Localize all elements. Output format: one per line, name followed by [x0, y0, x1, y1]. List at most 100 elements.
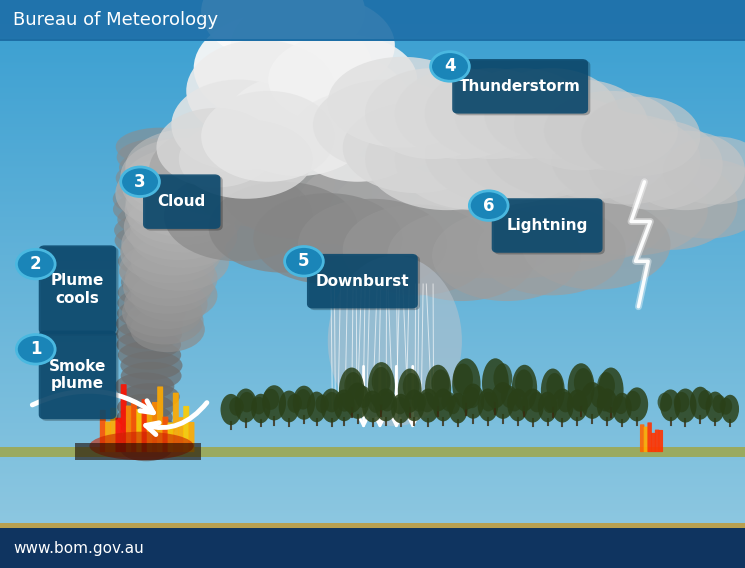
Ellipse shape	[117, 394, 174, 420]
FancyBboxPatch shape	[0, 40, 745, 41]
Ellipse shape	[117, 298, 186, 329]
Ellipse shape	[125, 128, 256, 207]
Ellipse shape	[464, 387, 480, 408]
Ellipse shape	[658, 392, 672, 412]
Ellipse shape	[201, 0, 365, 62]
Ellipse shape	[116, 319, 182, 349]
Ellipse shape	[116, 330, 181, 360]
Text: Downburst: Downburst	[316, 274, 409, 289]
Ellipse shape	[288, 394, 302, 413]
Ellipse shape	[546, 373, 563, 399]
Ellipse shape	[431, 369, 450, 398]
FancyBboxPatch shape	[39, 331, 116, 419]
Ellipse shape	[115, 128, 204, 166]
Ellipse shape	[121, 362, 182, 390]
Ellipse shape	[484, 97, 648, 199]
FancyBboxPatch shape	[168, 423, 174, 452]
Ellipse shape	[425, 68, 559, 159]
Ellipse shape	[522, 108, 670, 199]
Ellipse shape	[328, 57, 477, 148]
FancyBboxPatch shape	[492, 198, 603, 253]
Ellipse shape	[522, 389, 544, 423]
FancyBboxPatch shape	[307, 254, 418, 308]
Ellipse shape	[391, 394, 410, 423]
FancyBboxPatch shape	[162, 416, 168, 452]
FancyBboxPatch shape	[454, 61, 590, 115]
FancyBboxPatch shape	[0, 523, 745, 528]
Text: 3: 3	[134, 173, 146, 191]
Ellipse shape	[149, 125, 298, 216]
Ellipse shape	[179, 119, 313, 199]
FancyBboxPatch shape	[0, 39, 745, 40]
Ellipse shape	[252, 396, 266, 415]
Ellipse shape	[393, 396, 407, 415]
Ellipse shape	[224, 74, 372, 176]
Ellipse shape	[452, 358, 481, 410]
Circle shape	[121, 167, 159, 197]
Ellipse shape	[538, 391, 557, 422]
FancyBboxPatch shape	[0, 39, 745, 40]
FancyBboxPatch shape	[0, 39, 745, 40]
Ellipse shape	[115, 157, 238, 229]
Ellipse shape	[477, 170, 641, 273]
Text: 5: 5	[298, 252, 310, 270]
Ellipse shape	[454, 97, 618, 199]
Ellipse shape	[343, 102, 492, 193]
FancyBboxPatch shape	[640, 424, 644, 452]
FancyBboxPatch shape	[0, 0, 745, 41]
FancyBboxPatch shape	[110, 408, 116, 452]
FancyBboxPatch shape	[136, 409, 142, 452]
Ellipse shape	[425, 365, 451, 411]
FancyBboxPatch shape	[0, 39, 745, 40]
Ellipse shape	[156, 108, 276, 187]
Ellipse shape	[324, 392, 340, 412]
Ellipse shape	[114, 213, 192, 247]
Ellipse shape	[417, 389, 440, 423]
Ellipse shape	[484, 68, 618, 159]
Ellipse shape	[477, 204, 626, 295]
Ellipse shape	[291, 91, 425, 182]
Ellipse shape	[124, 176, 241, 245]
Ellipse shape	[116, 170, 200, 207]
Ellipse shape	[235, 389, 257, 423]
FancyBboxPatch shape	[0, 40, 745, 41]
FancyBboxPatch shape	[655, 429, 659, 452]
Ellipse shape	[453, 364, 473, 394]
Ellipse shape	[441, 392, 456, 411]
Text: www.bom.gov.au: www.bom.gov.au	[13, 541, 145, 556]
Ellipse shape	[121, 234, 196, 268]
Ellipse shape	[398, 369, 422, 413]
Ellipse shape	[404, 390, 425, 421]
Ellipse shape	[115, 373, 174, 400]
Ellipse shape	[648, 159, 745, 239]
Ellipse shape	[433, 389, 454, 421]
FancyBboxPatch shape	[0, 40, 745, 41]
FancyBboxPatch shape	[0, 39, 745, 40]
Ellipse shape	[186, 136, 335, 227]
Ellipse shape	[119, 241, 215, 299]
Ellipse shape	[368, 362, 395, 410]
Ellipse shape	[253, 193, 402, 284]
Ellipse shape	[432, 210, 581, 301]
Ellipse shape	[124, 278, 208, 329]
Circle shape	[469, 191, 508, 220]
Ellipse shape	[355, 386, 372, 408]
Ellipse shape	[395, 108, 559, 210]
FancyBboxPatch shape	[0, 40, 745, 41]
FancyBboxPatch shape	[0, 39, 745, 40]
Ellipse shape	[320, 389, 343, 423]
Ellipse shape	[395, 68, 529, 159]
FancyBboxPatch shape	[309, 256, 420, 310]
Ellipse shape	[544, 91, 678, 170]
Text: 6: 6	[483, 197, 495, 215]
Ellipse shape	[344, 372, 362, 399]
Ellipse shape	[419, 392, 435, 412]
Ellipse shape	[128, 185, 241, 252]
Ellipse shape	[454, 68, 589, 159]
Ellipse shape	[412, 392, 426, 412]
Ellipse shape	[164, 170, 313, 261]
Ellipse shape	[720, 398, 732, 415]
Ellipse shape	[568, 364, 595, 411]
Ellipse shape	[121, 213, 226, 275]
Ellipse shape	[313, 80, 462, 170]
